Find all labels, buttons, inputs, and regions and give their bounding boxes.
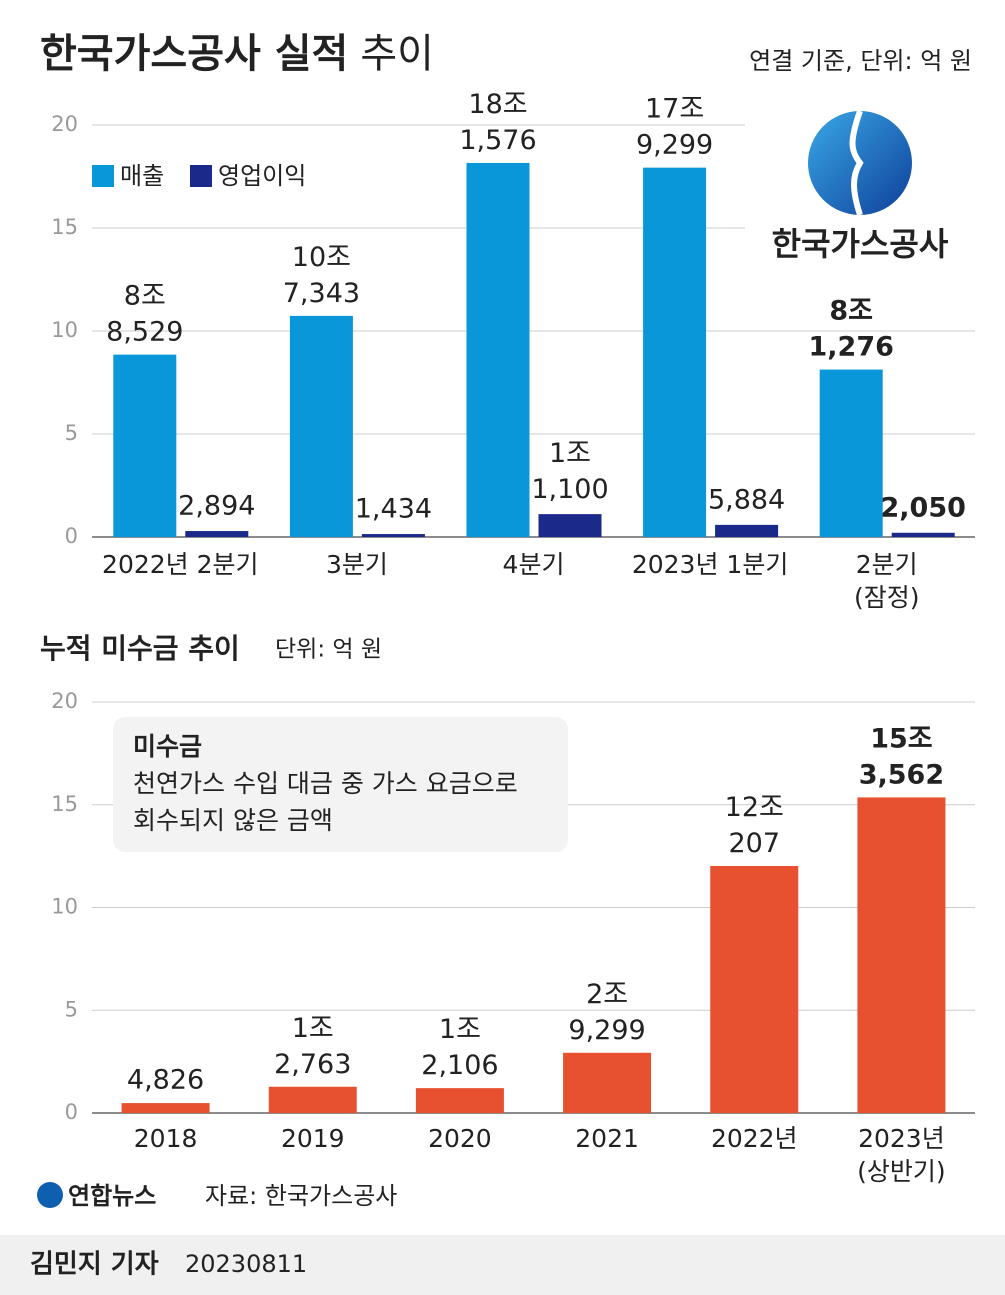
title-suffix: 추이 xyxy=(360,31,434,77)
value-label: 5,884 xyxy=(708,484,785,515)
bar xyxy=(415,1088,504,1113)
y-tick-label: 5 xyxy=(65,997,78,1021)
footer-bg xyxy=(0,1235,1005,1295)
charts: 0 5 10 15 20 2022년 2분기 3분기 4분기 2023년 1분기 2분기 (잠정) 매… xyxy=(40,88,975,1186)
title: 한국가스공사 실적 xyxy=(40,31,348,77)
bar xyxy=(710,865,799,1113)
unit-note: 연결 기준, 단위: 억 원 xyxy=(749,47,972,75)
x-tick-label: 2022년 2분기 xyxy=(102,550,258,579)
value-label: 1조 1,100 xyxy=(531,438,608,505)
y-tick-label: 10 xyxy=(51,895,78,919)
value-label: 10조 7,343 xyxy=(283,241,360,308)
note-text: 천연가스 수입 대금 중 가스 요금으로 회수되지 않은 금액 xyxy=(133,769,518,835)
brand-icon xyxy=(37,1182,63,1208)
value-label: 8조 8,529 xyxy=(106,280,183,347)
brand: 연합뉴스 xyxy=(68,1182,156,1210)
x-tick-label: 2020 xyxy=(428,1124,492,1153)
date: 20230811 xyxy=(185,1250,307,1278)
value-label: 1조 2,106 xyxy=(421,1014,498,1081)
bar xyxy=(466,162,530,538)
bar xyxy=(113,354,177,537)
value-label: 17조 9,299 xyxy=(636,93,713,160)
chart-subtitle: 단위: 억 원 xyxy=(275,637,382,663)
y-tick-label: 0 xyxy=(65,1100,78,1124)
bar xyxy=(268,1086,357,1113)
logo-text: 한국가스공사 xyxy=(772,225,949,263)
reporter: 김민지 기자 xyxy=(30,1250,159,1280)
value-label: 4,826 xyxy=(127,1065,204,1096)
bar xyxy=(185,531,249,537)
legend-swatch xyxy=(92,165,114,187)
x-tick-label: 2023년 1분기 xyxy=(632,550,788,579)
bar xyxy=(819,369,883,537)
y-tick-label: 10 xyxy=(51,318,78,342)
bar xyxy=(857,797,946,1113)
bar xyxy=(289,315,353,537)
bar xyxy=(891,532,955,537)
bar xyxy=(121,1103,210,1113)
bar xyxy=(361,534,425,537)
value-label: 8조 1,276 xyxy=(808,295,893,362)
chart-title: 누적 미수금 추이 xyxy=(40,632,240,665)
note-box xyxy=(113,717,568,852)
x-tick-label: 2022년 xyxy=(711,1124,798,1153)
value-label: 2조 9,299 xyxy=(568,978,645,1045)
y-tick-label: 15 xyxy=(51,215,78,239)
value-label: 1,434 xyxy=(355,494,432,525)
legend-swatch xyxy=(190,165,212,187)
y-tick-label: 5 xyxy=(65,421,78,445)
note-title: 미수금 xyxy=(133,732,202,761)
y-tick-label: 20 xyxy=(51,689,78,713)
logo-line xyxy=(849,110,864,216)
x-tick-label: 2018 xyxy=(134,1124,198,1153)
x-tick-label: 3분기 xyxy=(326,550,388,579)
y-tick-label: 0 xyxy=(65,524,78,548)
y-tick-label: 20 xyxy=(51,112,78,136)
bar xyxy=(538,514,602,537)
bar xyxy=(563,1052,652,1113)
x-tick-label: 4분기 xyxy=(503,550,565,579)
bar xyxy=(643,167,707,538)
source: 자료: 한국가스공사 xyxy=(205,1182,397,1210)
value-label: 12조 207 xyxy=(725,791,784,858)
value-label: 2,050 xyxy=(880,492,965,523)
bar xyxy=(715,524,779,537)
legend-label: 매출 xyxy=(120,162,164,190)
value-label: 15조 3,562 xyxy=(859,723,944,790)
x-tick-label: 2019 xyxy=(281,1124,345,1153)
legend-label: 영업이익 xyxy=(218,162,306,190)
y-tick-label: 15 xyxy=(51,792,78,816)
x-tick-label: 2분기 (잠정) xyxy=(854,550,920,612)
x-tick-label: 2023년 (상반기) xyxy=(857,1124,946,1186)
logo: 한국가스공사 xyxy=(745,95,985,275)
value-label: 1조 2,763 xyxy=(274,1012,351,1079)
value-label: 2,894 xyxy=(178,491,255,522)
x-tick-label: 2021 xyxy=(575,1124,639,1153)
value-label: 18조 1,576 xyxy=(459,88,536,155)
